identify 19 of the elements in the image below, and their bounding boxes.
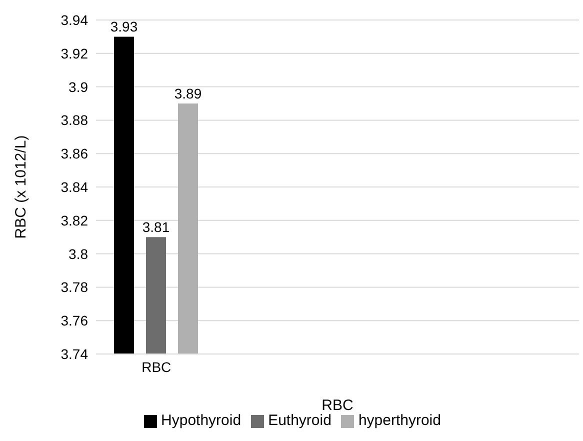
y-tick-label: 3.84 [60, 178, 88, 195]
y-tick-label: 3.82 [60, 212, 88, 228]
y-axis-title: RBC (x 1012/L) [12, 135, 30, 239]
legend-label: Hypothyroid [161, 412, 242, 429]
y-tick-label: 3.76 [60, 312, 88, 329]
y-tick-label: 3.92 [60, 45, 88, 62]
legend-label: Euthyroid [268, 412, 332, 429]
data-label: 3.81 [142, 219, 170, 236]
y-tick-label: 3.94 [60, 12, 88, 28]
y-tick-label: 3.86 [60, 146, 88, 162]
x-axis-title: RBC [322, 397, 354, 414]
y-tick-label: 3.9 [68, 78, 88, 95]
y-tick-label: 3.8 [68, 246, 88, 262]
y-tick-label: 3.74 [60, 346, 88, 362]
y-tick-label: 3.88 [60, 112, 88, 128]
legend-label: hyperthyroid [358, 412, 441, 429]
y-tick-label: 3.78 [60, 279, 88, 296]
data-label: 3.89 [174, 86, 202, 102]
data-label: 3.93 [110, 18, 138, 35]
